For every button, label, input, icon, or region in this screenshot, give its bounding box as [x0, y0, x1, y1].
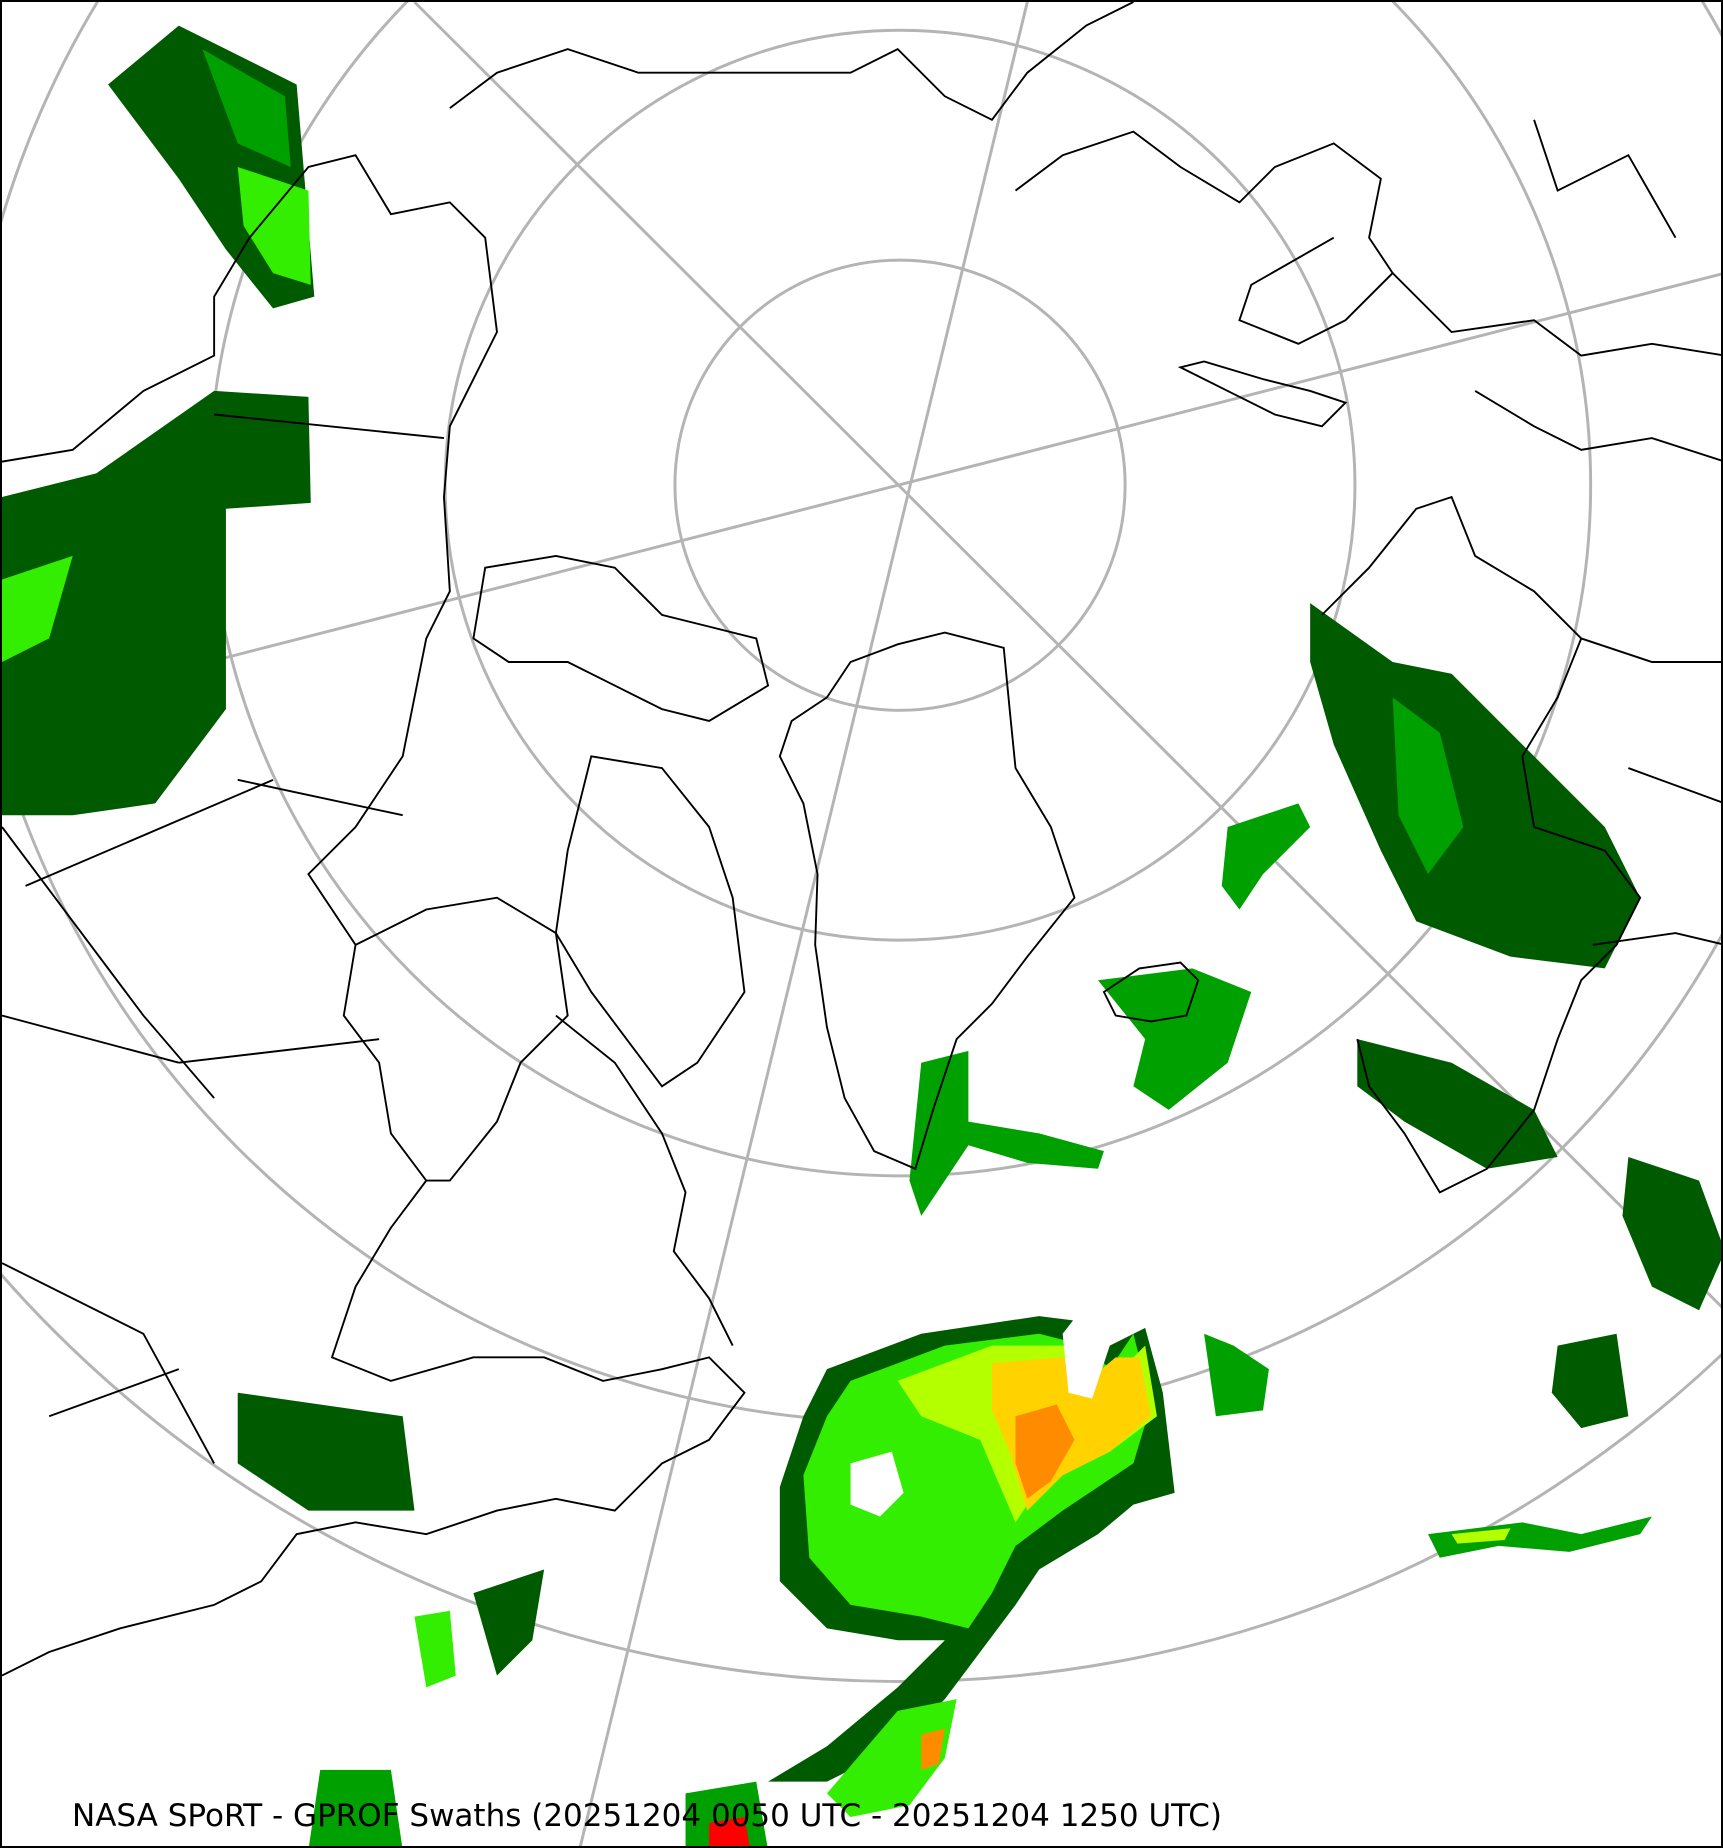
- meridian-line: [578, 2, 1029, 1846]
- precip-area: [202, 49, 291, 168]
- precip-area: [237, 1392, 415, 1511]
- map-caption: NASA SPoRT - GPROF Swaths (20251204 0050…: [72, 1798, 1222, 1834]
- precip-area: [414, 1610, 456, 1688]
- precip-area: [921, 1728, 945, 1770]
- iceland-coastline: [1102, 961, 1200, 1023]
- precip-area: [1428, 1516, 1652, 1558]
- precip-area: [473, 1569, 545, 1676]
- siberia-coastline: [449, 2, 1134, 122]
- precip-area: [826, 1699, 957, 1817]
- precip-area: [1098, 968, 1252, 1110]
- labrador-coastline: [555, 1014, 734, 1346]
- precip-area: [850, 1451, 904, 1517]
- precip-area: [1622, 1157, 1721, 1311]
- state-borders: [2, 413, 445, 1464]
- coastlines-and-borders: [2, 2, 1721, 1677]
- eurasia-arctic-coastline: [1014, 130, 1394, 345]
- precip-area: [237, 167, 311, 285]
- precip-area: [1015, 1404, 1075, 1499]
- precip-area: [1392, 697, 1464, 875]
- precip-area: [685, 1781, 768, 1846]
- precip-area: [909, 1050, 1104, 1216]
- country-borders: [1391, 119, 1721, 946]
- baffin-island-coastline: [554, 755, 746, 1088]
- precip-area: [1310, 603, 1641, 969]
- latitude-circle-60: [208, 2, 1592, 1178]
- meridian-line: [2, 272, 1721, 717]
- canadian-archipelago-coastline: [472, 554, 770, 722]
- precip-area: [2, 390, 311, 816]
- meridian-line: [413, 2, 1721, 1309]
- precip-area: [1551, 1333, 1629, 1429]
- precip-area: [1204, 1333, 1269, 1417]
- latitude-circle-40: [2, 1272, 1721, 1683]
- precip-area: [709, 1817, 750, 1846]
- hudson-bay-coastline: [355, 896, 569, 1182]
- latitude-circle-80: [673, 258, 1127, 712]
- precip-area: [1451, 1528, 1511, 1544]
- europe-coastline: [1321, 495, 1642, 1194]
- precipitation-swaths: [2, 25, 1721, 1846]
- greenland-coastline: [778, 631, 1076, 1171]
- precip-area: [2, 555, 73, 662]
- novaya-zemlya-coastline: [1177, 360, 1348, 428]
- precip-area: [1357, 1039, 1558, 1169]
- precip-area: [1221, 803, 1311, 910]
- precip-area: [1062, 1280, 1116, 1399]
- precip-area: [309, 1769, 403, 1846]
